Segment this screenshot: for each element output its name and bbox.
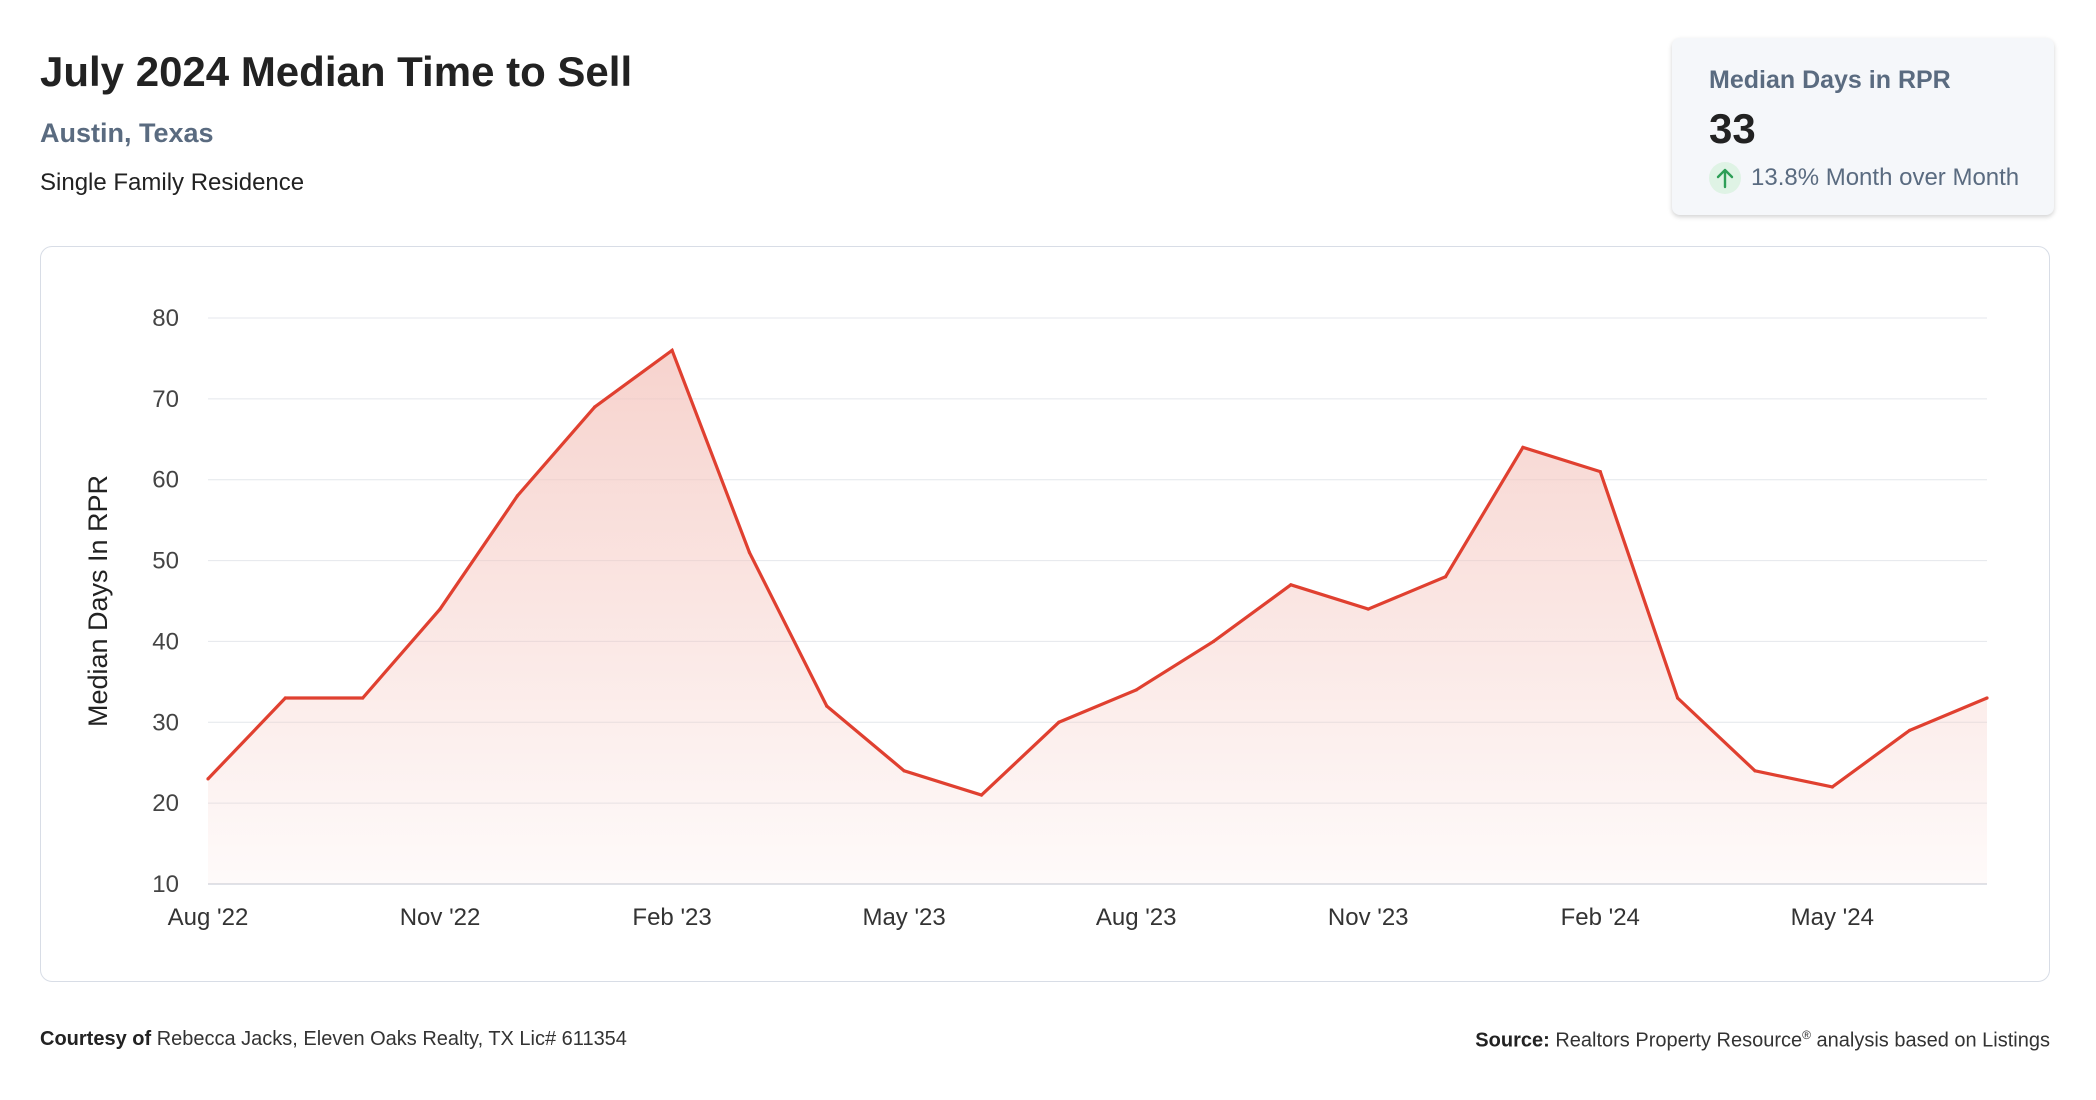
series-area-fill — [208, 350, 1987, 884]
y-tick-label: 80 — [152, 305, 179, 332]
y-tick-label: 70 — [152, 386, 179, 413]
source-text-2: analysis based on Listings — [1810, 1029, 2051, 1052]
data-point — [1985, 696, 1989, 700]
y-axis-label: Median Days In RPR — [83, 475, 113, 727]
property-type-label: Single Family Residence — [40, 169, 305, 196]
x-tick-label: May '23 — [862, 904, 945, 931]
x-tick-label: Feb '24 — [1561, 904, 1640, 931]
x-tick-label: Nov '22 — [400, 904, 481, 931]
x-tick-label: May '24 — [1791, 904, 1874, 931]
location-subtitle: Austin, Texas — [40, 118, 214, 148]
x-tick-label: Nov '23 — [1328, 904, 1409, 931]
chart-container: 10 20 30 40 50 60 70 80 Median Days In RPR Aug '2… — [40, 246, 2050, 982]
data-point — [1443, 575, 1448, 579]
data-point — [1289, 583, 1293, 587]
data-point — [979, 793, 984, 797]
data-point — [1134, 688, 1138, 692]
data-point — [206, 777, 210, 781]
data-point — [1366, 607, 1370, 611]
data-point — [283, 696, 287, 700]
x-tick-label: Feb '23 — [632, 904, 711, 931]
chart-header: July 2024 Median Time to Sell Austin, Te… — [40, 44, 632, 197]
data-point — [515, 494, 519, 498]
y-tick-label: 30 — [152, 709, 179, 736]
data-point — [902, 769, 906, 773]
source-label: Source: — [1475, 1029, 1550, 1052]
data-point — [438, 607, 442, 611]
data-point — [1908, 728, 1912, 732]
data-point — [1676, 696, 1680, 700]
series-line — [206, 347, 1988, 797]
stat-change-text: 13.8% Month over Month — [1751, 164, 2020, 191]
source-text: Realtors Property Resource — [1555, 1029, 1803, 1052]
courtesy-label: Courtesy of — [40, 1028, 152, 1050]
data-point — [670, 348, 674, 352]
median-days-area-chart: 10 20 30 40 50 60 70 80 Median Days In RPR Aug '2… — [83, 305, 1989, 931]
page-title: July 2024 Median Time to Sell — [40, 48, 633, 95]
source-footer: Source: Realtors Property Resource® anal… — [1475, 1028, 2050, 1053]
courtesy-text: Rebecca Jacks, Eleven Oaks Realty, TX Li… — [156, 1028, 627, 1050]
data-point — [361, 696, 365, 700]
x-tick-label: Aug '23 — [1096, 904, 1177, 931]
data-point — [1598, 470, 1602, 474]
stat-label: Median Days in RPR — [1709, 66, 1951, 94]
data-point — [747, 550, 752, 555]
courtesy-footer: Courtesy of Rebecca Jacks, Eleven Oaks R… — [40, 1028, 627, 1051]
y-tick-label: 50 — [152, 548, 179, 575]
y-tick-label: 20 — [152, 790, 179, 817]
data-point — [1521, 445, 1525, 449]
median-days-stat-card: Median Days in RPR 33 13.8% Month over M… — [1672, 38, 2054, 215]
registered-mark: ® — [1802, 1028, 1811, 1042]
stat-change: 13.8% Month over Month — [1709, 162, 2019, 194]
data-point — [593, 405, 597, 409]
y-tick-label: 60 — [152, 467, 179, 494]
data-point — [1830, 785, 1834, 789]
data-point — [825, 704, 829, 708]
x-tick-label: Aug '22 — [168, 904, 249, 931]
data-point — [1211, 639, 1216, 644]
stat-value: 33 — [1709, 105, 1756, 152]
arrow-up-icon — [1709, 162, 1741, 194]
y-tick-label: 40 — [152, 628, 179, 655]
data-point — [1057, 720, 1061, 724]
y-tick-label: 10 — [152, 871, 179, 898]
data-point — [1753, 769, 1757, 773]
